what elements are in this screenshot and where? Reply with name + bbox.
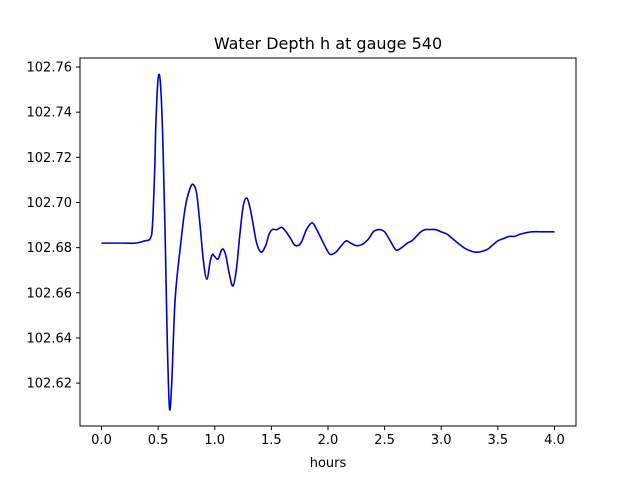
y-tick-label: 102.76 bbox=[27, 61, 73, 76]
y-tick-label: 102.64 bbox=[27, 331, 73, 346]
x-axis-label: hours bbox=[310, 456, 347, 471]
x-tick-label: 1.0 bbox=[204, 433, 225, 448]
y-tick-label: 102.70 bbox=[27, 196, 73, 211]
x-tick-label: 1.5 bbox=[261, 433, 282, 448]
series-line-0 bbox=[101, 73, 555, 411]
series-layer bbox=[101, 73, 555, 411]
plot-frame bbox=[79, 57, 577, 427]
x-tick-label: 0.5 bbox=[148, 433, 169, 448]
y-tick-label: 102.62 bbox=[27, 377, 73, 392]
y-tick-label: 102.68 bbox=[27, 241, 73, 256]
y-tick-label: 102.74 bbox=[27, 106, 73, 121]
y-axis: 102.62 102.64 102.66 102.68 102.70 102.72 102.… bbox=[27, 61, 80, 392]
plot-area bbox=[80, 58, 576, 426]
chart-title: Water Depth h at gauge 540 bbox=[214, 34, 442, 53]
x-tick-label: 3.5 bbox=[488, 433, 509, 448]
x-tick-label: 3.0 bbox=[431, 433, 452, 448]
y-tick-label: 102.72 bbox=[27, 151, 73, 166]
x-tick-label: 2.0 bbox=[318, 433, 339, 448]
x-tick-label: 0.0 bbox=[91, 433, 112, 448]
x-tick-label: 4.0 bbox=[544, 433, 565, 448]
x-axis: 0.0 0.5 1.0 1.5 2.0 2.5 3.0 3.5 4.0 bbox=[91, 426, 565, 448]
x-tick-label: 2.5 bbox=[374, 433, 395, 448]
y-tick-label: 102.66 bbox=[27, 286, 73, 301]
